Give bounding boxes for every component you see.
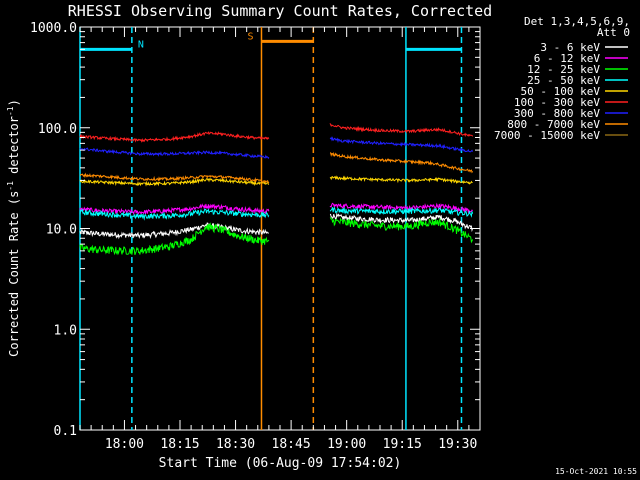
series-line (79, 172, 270, 185)
y-axis-label-part: Corrected Count Rate (s (7, 191, 21, 357)
x-tick-label: 19:15 (383, 437, 422, 452)
y-tick-label: 1000.0 (30, 21, 77, 36)
legend-header: Att 0 (597, 26, 630, 39)
x-tick-label: 18:15 (160, 437, 199, 452)
series-line (329, 175, 473, 185)
x-tick-label: 19:30 (438, 437, 477, 452)
series-line (329, 212, 474, 233)
legend-label: 800 - 7000 keV (507, 118, 600, 131)
x-axis: 18:00 18:15 18:30 18:45 19:00 19:15 19:30 (79, 27, 481, 452)
footer-timestamp: 15-Oct-2021 10:55 (555, 467, 637, 476)
y-axis-label: Corrected Count Rate (s-1 detector-1) (6, 99, 21, 357)
y-axis-label-part: -1 (6, 181, 15, 191)
series-line (79, 222, 269, 240)
series-line (329, 206, 474, 218)
y-axis-label-part: detector (7, 116, 21, 181)
x-tick-label: 18:45 (272, 437, 311, 452)
y-axis-label-part: -1 (6, 106, 15, 116)
series-line (79, 203, 270, 216)
series-line (79, 147, 270, 160)
legend-label: 50 - 100 keV (521, 85, 601, 98)
chart-title: RHESSI Observing Summary Count Rates, Co… (68, 2, 492, 20)
legend-label: 3 - 6 keV (540, 41, 600, 54)
series-line (329, 123, 474, 138)
y-tick-label: 100.0 (38, 122, 77, 137)
series-line (329, 151, 474, 174)
legend-label: 7000 - 15000 keV (494, 129, 600, 142)
legend-label: 6 - 12 keV (534, 52, 601, 65)
x-axis-label: Start Time (06-Aug-09 17:54:02) (159, 456, 402, 471)
segment-label: S (247, 31, 253, 42)
series-line (79, 222, 270, 256)
series-line (329, 136, 474, 153)
x-tick-label: 18:30 (216, 437, 255, 452)
series-line (79, 177, 270, 187)
y-axis: 0.1 1.0 10.0 100.0 1000.0 (30, 21, 480, 439)
series-line (329, 202, 473, 214)
legend-header: Det 1,3,4,5,6,9, (524, 15, 630, 28)
series-line (329, 217, 474, 244)
legend-label: 25 - 50 keV (527, 74, 600, 87)
y-tick-label: 10.0 (46, 223, 77, 238)
legend-label: 12 - 25 keV (527, 63, 600, 76)
series-line (79, 131, 270, 143)
segment-label: N (138, 39, 144, 50)
x-tick-label: 19:00 (327, 437, 366, 452)
legend-label: 100 - 300 keV (514, 96, 600, 109)
plot-area: NS (79, 26, 481, 431)
x-tick-label: 18:00 (105, 437, 144, 452)
y-tick-label: 0.1 (54, 424, 77, 439)
y-axis-label-part: ) (7, 99, 21, 106)
series-line (79, 208, 270, 221)
y-tick-label: 1.0 (54, 323, 77, 338)
legend-label: 300 - 800 keV (514, 107, 600, 120)
